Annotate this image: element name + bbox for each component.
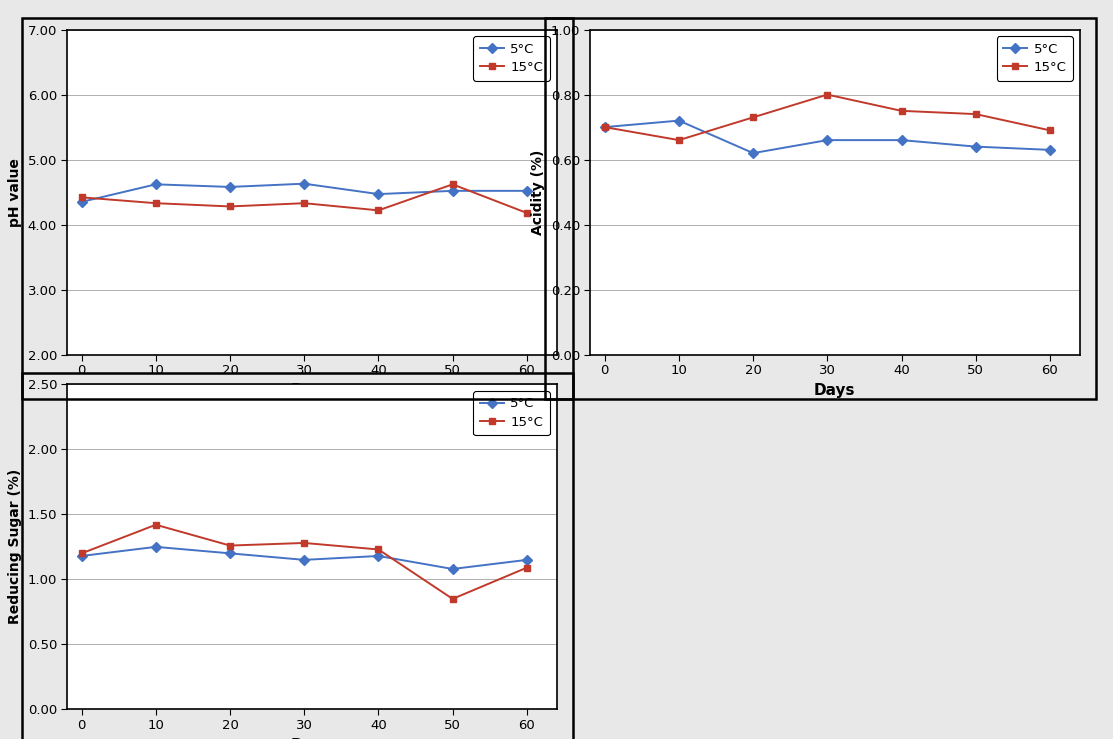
Legend: 5°C, 15°C: 5°C, 15°C <box>473 36 550 81</box>
15°C <box>446 180 460 188</box>
Line: 15°C: 15°C <box>78 521 530 602</box>
5°C <box>446 565 460 573</box>
15°C <box>224 541 237 550</box>
5°C <box>297 180 311 188</box>
5°C <box>895 136 908 145</box>
5°C <box>75 197 88 206</box>
Y-axis label: Acidity (%): Acidity (%) <box>531 149 545 235</box>
5°C <box>224 183 237 191</box>
15°C <box>895 106 908 115</box>
15°C <box>598 123 611 132</box>
15°C <box>446 594 460 603</box>
Y-axis label: pH value: pH value <box>8 157 22 227</box>
5°C <box>224 549 237 558</box>
5°C <box>297 556 311 565</box>
15°C <box>672 136 686 145</box>
15°C <box>969 109 983 118</box>
5°C <box>969 142 983 151</box>
15°C <box>820 90 834 99</box>
X-axis label: Days: Days <box>814 383 856 398</box>
15°C <box>224 202 237 211</box>
15°C <box>520 208 533 217</box>
15°C <box>297 199 311 208</box>
5°C <box>747 149 760 157</box>
5°C <box>1043 146 1056 154</box>
15°C <box>372 206 385 215</box>
15°C <box>75 193 88 202</box>
15°C <box>1043 126 1056 134</box>
5°C <box>149 542 162 551</box>
Legend: 5°C, 15°C: 5°C, 15°C <box>473 391 550 435</box>
5°C <box>672 116 686 125</box>
5°C <box>372 190 385 199</box>
Line: 5°C: 5°C <box>601 118 1053 157</box>
X-axis label: Days: Days <box>290 738 333 739</box>
15°C <box>149 199 162 208</box>
5°C <box>372 551 385 560</box>
Legend: 5°C, 15°C: 5°C, 15°C <box>996 36 1073 81</box>
5°C <box>520 186 533 195</box>
5°C <box>75 551 88 560</box>
5°C <box>149 180 162 188</box>
Line: 15°C: 15°C <box>78 181 530 217</box>
5°C <box>820 136 834 145</box>
Line: 5°C: 5°C <box>78 543 530 573</box>
Line: 15°C: 15°C <box>601 91 1053 143</box>
Y-axis label: Reducing Sugar (%): Reducing Sugar (%) <box>8 469 22 624</box>
5°C <box>446 186 460 195</box>
15°C <box>297 539 311 548</box>
15°C <box>372 545 385 554</box>
15°C <box>75 549 88 558</box>
15°C <box>149 520 162 529</box>
X-axis label: Days: Days <box>290 383 333 398</box>
5°C <box>520 556 533 565</box>
5°C <box>598 123 611 132</box>
15°C <box>747 113 760 122</box>
15°C <box>520 563 533 572</box>
Line: 5°C: 5°C <box>78 180 530 205</box>
